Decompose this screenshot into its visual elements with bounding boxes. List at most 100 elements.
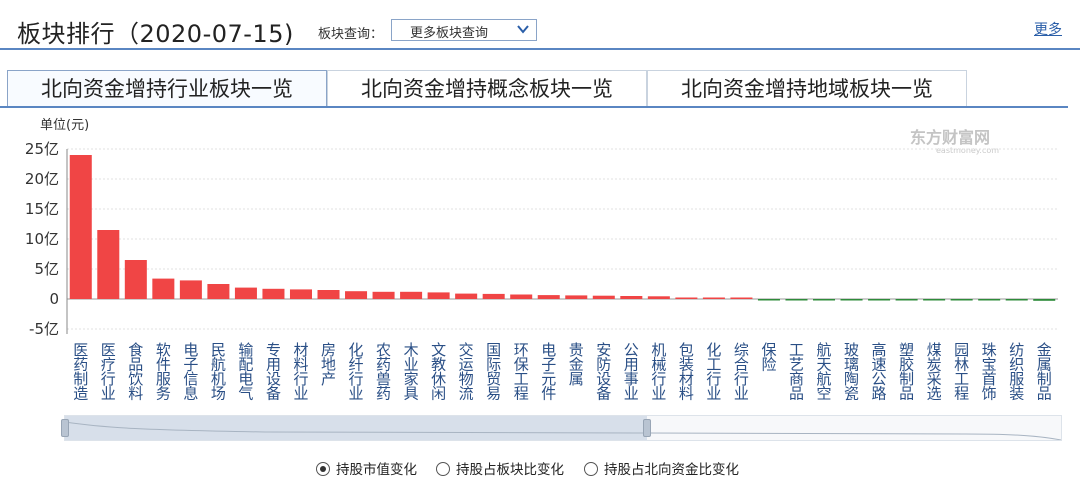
bar	[730, 297, 753, 299]
radio-market-value-circle[interactable]	[316, 462, 330, 476]
bar	[400, 291, 423, 299]
radio-northbound-ratio-label: 持股占北向资金比变化	[604, 462, 739, 478]
bar-chart: 25亿 20亿 15亿 10亿 5亿 0 -5亿医药制造医疗行业食品饮料软件服务电子信息民航…	[25, 140, 1058, 403]
x-tick-label: 食品饮料	[128, 341, 143, 403]
slider-preview	[65, 421, 1062, 440]
radio-northbound-ratio[interactable]: 持股占北向资金比变化	[584, 458, 739, 478]
x-tick-label: 安防设备	[596, 341, 611, 403]
bar	[69, 155, 92, 299]
x-tick-label: 高速公路	[872, 341, 887, 403]
watermark-brand: 东方财富网	[910, 128, 991, 147]
bar	[592, 295, 615, 299]
bar	[234, 287, 257, 299]
zoom-slider[interactable]	[61, 415, 1062, 441]
more-link[interactable]: 更多	[1034, 22, 1062, 38]
radio-sector-ratio[interactable]: 持股占板块比变化	[436, 458, 564, 478]
header: 板块排行（2020-07-15) 板块查询： 更多板块查询 更多	[0, 0, 1080, 50]
bar	[978, 299, 1001, 301]
tab-concept[interactable]: 北向资金增持概念板块一览	[327, 70, 647, 106]
x-tick-label: 文教休闲	[431, 341, 446, 403]
x-tick-label: 房地产	[321, 341, 336, 388]
bar	[702, 297, 725, 299]
sector-query-select[interactable]: 更多板块查询	[391, 19, 537, 41]
bar	[97, 230, 120, 299]
bar	[345, 291, 368, 299]
radio-sector-ratio-label: 持股占板块比变化	[456, 462, 564, 478]
bar	[1005, 299, 1028, 301]
header-divider	[0, 48, 1080, 50]
query-label: 板块查询：	[318, 27, 384, 42]
radio-northbound-ratio-circle[interactable]	[584, 462, 598, 476]
x-tick-label: 民航机场	[211, 341, 226, 403]
x-tick-label: 纺织服装	[1009, 341, 1024, 403]
bar	[675, 297, 698, 299]
bar	[537, 295, 560, 299]
x-tick-label: 金属制品	[1037, 341, 1052, 403]
x-tick-label: 输配电气	[238, 341, 253, 403]
bar	[923, 299, 946, 301]
bar	[124, 260, 147, 299]
bar	[179, 280, 202, 299]
y-tick-label: 5亿	[34, 260, 59, 278]
radio-market-value-label: 持股市值变化	[336, 462, 417, 478]
y-tick-label: 0	[49, 290, 59, 308]
x-tick-label: 国际贸易	[486, 341, 501, 403]
x-tick-label: 材料行业	[293, 341, 308, 403]
y-tick-label: 15亿	[25, 200, 59, 218]
bar	[207, 284, 230, 299]
bar	[427, 292, 450, 299]
x-tick-label: 医药制造	[73, 341, 88, 403]
bar	[647, 296, 670, 299]
y-tick-label: 25亿	[25, 140, 59, 158]
y-tick-label: -5亿	[29, 320, 59, 338]
x-tick-label: 综合行业	[734, 341, 749, 403]
bar	[510, 294, 533, 299]
chevron-down-icon	[517, 25, 529, 34]
watermark-domain: eastmoney.com	[936, 146, 1000, 155]
bar	[317, 290, 340, 299]
x-tick-label: 玻璃陶瓷	[844, 341, 859, 403]
bar	[455, 293, 478, 299]
x-tick-label: 电子元件	[541, 341, 556, 403]
unit-label: 单位(元)	[40, 118, 90, 133]
tab-region[interactable]: 北向资金增持地域板块一览	[647, 70, 967, 106]
x-tick-label: 工艺商品	[789, 341, 804, 403]
x-tick-label: 煤炭采选	[927, 341, 942, 403]
bar	[262, 288, 285, 299]
bar	[620, 296, 643, 299]
x-tick-label: 塑胶制品	[899, 341, 914, 403]
x-tick-label: 医疗行业	[101, 341, 116, 403]
bar	[785, 299, 808, 301]
slider-handle-left[interactable]	[61, 419, 69, 437]
bar	[1033, 299, 1056, 301]
bar	[813, 299, 836, 301]
page-title: 板块排行（2020-07-15)	[17, 20, 294, 48]
x-tick-label: 专用设备	[266, 341, 281, 403]
slider-handle-right[interactable]	[643, 419, 651, 437]
x-tick-label: 公用事业	[624, 341, 639, 403]
bar	[840, 299, 863, 301]
bar	[895, 299, 918, 301]
x-tick-label: 包装材料	[679, 341, 694, 403]
y-tick-label: 20亿	[25, 170, 59, 188]
x-tick-label: 园林工程	[954, 341, 969, 403]
radio-market-value[interactable]: 持股市值变化	[316, 458, 417, 478]
x-tick-label: 珠宝首饰	[982, 341, 997, 403]
tab-industry[interactable]: 北向资金增持行业板块一览	[7, 70, 327, 108]
x-tick-label: 软件服务	[156, 341, 171, 403]
radio-sector-ratio-circle[interactable]	[436, 462, 450, 476]
x-tick-label: 保险	[761, 341, 776, 374]
x-tick-label: 木业家具	[404, 341, 419, 403]
x-tick-label: 化工行业	[706, 341, 721, 403]
bar	[565, 295, 588, 299]
bar	[372, 291, 395, 299]
x-tick-label: 农药兽药	[376, 341, 391, 403]
sector-query-value: 更多板块查询	[410, 26, 489, 41]
bar	[757, 299, 780, 301]
x-tick-label: 机械行业	[651, 341, 666, 403]
watermark-logo: 东方财富网 eastmoney.com	[910, 124, 999, 155]
zoom-selection[interactable]	[65, 416, 647, 440]
x-tick-label: 贵金属	[569, 341, 584, 388]
bar	[289, 289, 312, 299]
bar	[152, 278, 175, 299]
